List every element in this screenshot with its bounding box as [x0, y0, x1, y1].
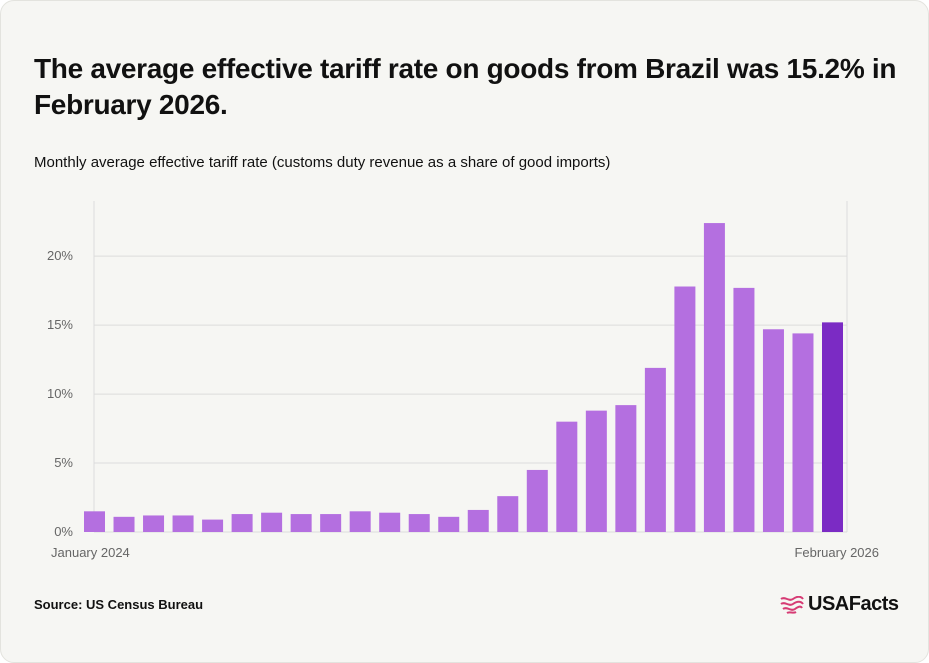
bar-october-2024[interactable] [349, 511, 371, 532]
bar-may-2024[interactable] [202, 519, 224, 532]
bar-june-2025[interactable] [585, 410, 607, 532]
us-flag-logo-icon [780, 595, 804, 614]
bar-may-2025[interactable] [556, 421, 578, 532]
bar-july-2024[interactable] [261, 512, 283, 532]
x-tick-label-end: February 2026 [794, 545, 879, 560]
bar-december-2025[interactable] [762, 329, 784, 532]
y-tick-label: 20% [47, 248, 73, 263]
bar-september-2025[interactable] [674, 286, 696, 532]
y-tick-label: 5% [54, 455, 73, 470]
bar-august-2024[interactable] [290, 514, 312, 532]
bar-october-2025[interactable] [703, 223, 725, 533]
bar-january-2025[interactable] [438, 516, 460, 532]
brand-name: USAFacts [808, 593, 899, 615]
bar-april-2025[interactable] [526, 469, 548, 532]
bar-january-2024[interactable] [84, 511, 105, 532]
bar-march-2024[interactable] [143, 515, 165, 532]
chart-title: The average effective tariff rate on goo… [34, 53, 897, 120]
bar-march-2025[interactable] [497, 496, 519, 532]
bar-december-2024[interactable] [408, 514, 430, 532]
y-tick-label: 10% [47, 386, 73, 401]
bar-november-2024[interactable] [379, 512, 401, 532]
bar-april-2024[interactable] [172, 515, 194, 532]
bar-february-2024[interactable] [113, 516, 135, 532]
bar-february-2026[interactable] [822, 322, 843, 532]
bar-july-2025[interactable] [615, 405, 637, 532]
bar-june-2024[interactable] [231, 514, 253, 532]
source-note: Source: US Census Bureau [34, 597, 204, 612]
bar-september-2024[interactable] [320, 514, 342, 532]
x-tick-label-start: January 2024 [51, 545, 130, 560]
brand-logo[interactable]: USAFacts [780, 593, 899, 616]
y-tick-label: 0% [54, 524, 73, 539]
bar-august-2025[interactable] [644, 367, 666, 532]
y-tick-label: 15% [47, 317, 73, 332]
bar-february-2025[interactable] [467, 509, 489, 532]
bar-november-2025[interactable] [733, 287, 755, 532]
chart-subtitle: Monthly average effective tariff rate (c… [34, 154, 611, 171]
bar-january-2026[interactable] [792, 333, 814, 532]
